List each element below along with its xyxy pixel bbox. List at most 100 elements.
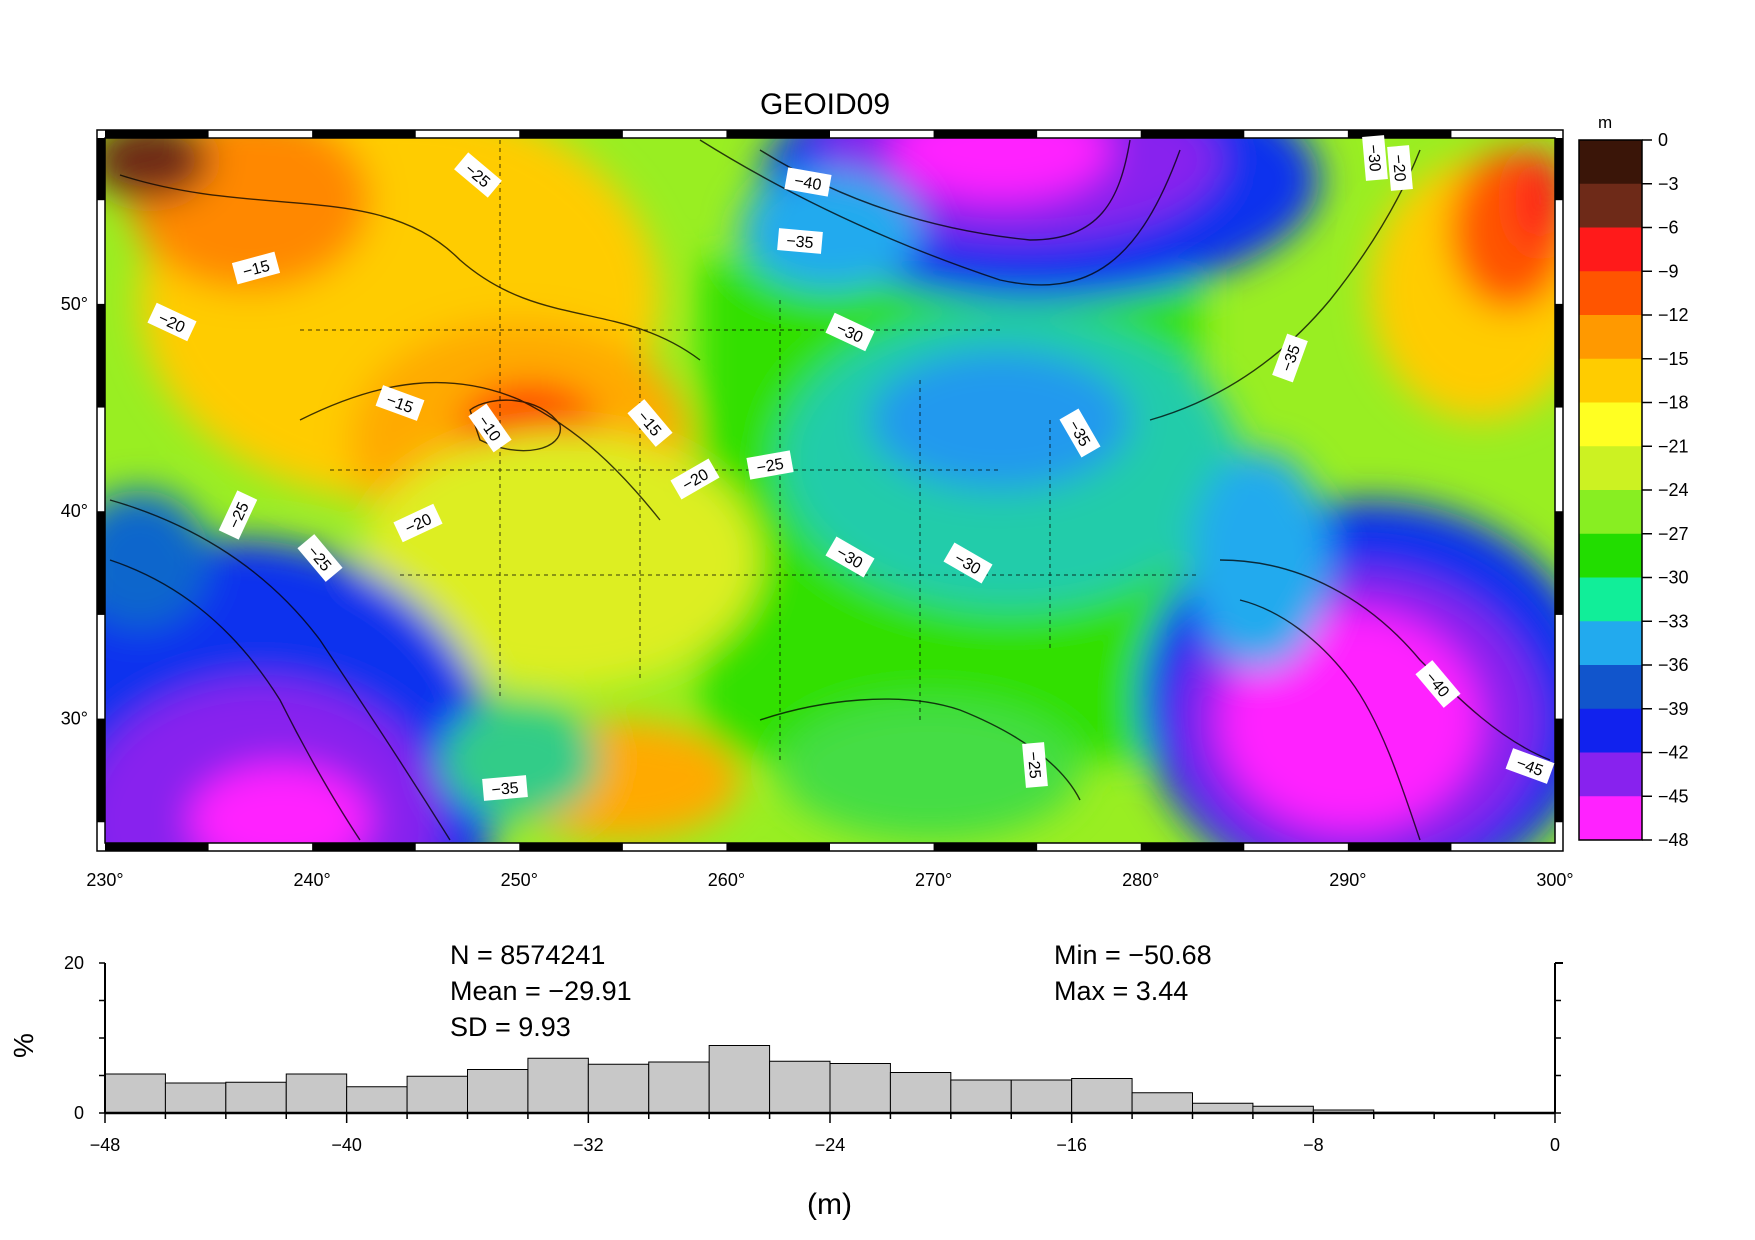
map-border-block [97,511,105,615]
histogram-bar [1010,1079,1073,1114]
stat-min: Min = −50.68 [1054,940,1212,970]
histogram-x-label: (m) [807,1188,852,1221]
histogram-y-tick-label: 20 [64,953,84,973]
map-border-block [933,843,1038,851]
map-border-block [105,130,209,138]
contour-label: −40 [784,167,832,197]
histogram-x-tick-label: −16 [1056,1135,1087,1155]
colorbar-swatch [1579,577,1642,622]
map-lat-tick-label: 40° [61,501,88,521]
colorbar-tick-label: −27 [1658,524,1689,544]
map-lon-tick-label: 270° [915,870,952,890]
map-border-block [1140,130,1245,138]
histogram-bar [950,1079,1012,1114]
colorbar-tick-label: −42 [1658,743,1689,763]
colorbar-tick-label: −48 [1658,830,1689,850]
map-border-block [97,303,105,408]
colorbar-tick-label: −36 [1658,655,1689,675]
stat-n: N = 8574241 [450,940,606,970]
histogram: −48 −40 −32 −24 −16 −8 0 0 20 [64,953,1563,1155]
map-border-block [1555,718,1563,823]
histogram-bar [889,1072,952,1114]
colorbar-tick-label: −3 [1658,174,1679,194]
map-lon-tick-label: 260° [708,870,745,890]
colorbar-tick-label: −15 [1658,349,1689,369]
colorbar-tick-label: −9 [1658,261,1679,281]
colorbar-tick-label: 0 [1658,130,1668,150]
colorbar-swatch [1579,665,1642,710]
colorbar-tick-label: −18 [1658,393,1689,413]
stat-max: Max = 3.44 [1054,976,1189,1006]
histogram-x-tick-label: −32 [573,1135,604,1155]
colorbar-tick-label: −12 [1658,305,1689,325]
svg-text:−35: −35 [786,233,815,252]
colorbar-swatch [1579,752,1642,797]
map-axis-labels: 230° 240° 250° 260° 270° 280° 290° 300° 30° 40° 50… [61,294,1574,890]
svg-text:−25: −25 [755,456,785,477]
colorbar-tick-label: −33 [1658,611,1689,631]
svg-text:−30: −30 [1364,144,1383,173]
histogram-bar [829,1063,891,1114]
histogram-y-label: % [8,1033,39,1058]
contour-label: −20 [1387,145,1413,191]
map-lon-tick-label: 290° [1329,870,1366,890]
map-border-block [1555,303,1563,408]
colorbar-swatch [1579,271,1642,316]
svg-text:−15: −15 [241,258,272,281]
histogram-bar [708,1045,771,1114]
colorbar-swatch [1579,402,1642,447]
geoid-map: 230° 240° 250° 260° 270° 280° 290° 300° 30° 40° 50… [61,129,1574,890]
colorbar-swatch [1579,796,1642,841]
histogram-bar [527,1057,589,1114]
histogram-bar [406,1075,469,1114]
map-lon-tick-label: 230° [86,870,123,890]
colorbar-tick-label: −30 [1658,568,1689,588]
histogram-bar [225,1081,287,1114]
histogram-x-tick-label: 0 [1550,1135,1560,1155]
map-border-block [97,138,105,201]
histogram-bar [1192,1102,1254,1114]
map-lon-tick-label: 280° [1122,870,1159,890]
histogram-x-tick-label: −24 [815,1135,846,1155]
svg-text:−20: −20 [1389,154,1408,183]
stat-sd: SD = 9.93 [450,1012,571,1042]
histogram-bar [648,1061,710,1114]
colorbar-swatch [1579,490,1642,535]
histogram-x-tick-label: −48 [90,1135,121,1155]
map-border-block [726,843,830,851]
colorbar-tick-label: −6 [1658,218,1679,238]
colorbar-swatch [1579,621,1642,666]
map-lon-tick-label: 240° [294,870,331,890]
colorbar-tick-label: −45 [1658,786,1689,806]
colorbar-tick-label: −21 [1658,436,1689,456]
map-border-block [312,130,416,138]
map-border-block [726,130,830,138]
map-border-block [1347,843,1452,851]
stat-mean: Mean = −29.91 [450,976,632,1006]
map-title: GEOID09 [760,88,891,121]
colorbar-swatch [1579,183,1642,228]
histogram-y-tick-label: 0 [74,1103,84,1123]
contour-label: −25 [746,450,794,480]
colorbar-swatch [1579,315,1642,360]
map-border-block [933,130,1038,138]
colorbar-unit: m [1598,113,1612,132]
colorbar-swatch [1579,446,1642,491]
colorbar-swatch [1579,227,1642,272]
histogram-bar [104,1073,166,1114]
map-lon-tick-label: 250° [501,870,538,890]
histogram-bar [467,1069,529,1114]
colorbar: 0 −3 −6 −9 −12 −15 −18 −21 −24 −27 −30 −33 −36 −39 −42… [1578,113,1689,850]
map-lon-tick-label: 300° [1536,870,1573,890]
map-border-block [519,130,623,138]
contour-label: −25 [1022,742,1048,788]
map-border-block [1347,130,1452,138]
histogram-x-tick-label: −8 [1303,1135,1324,1155]
map-lat-tick-label: 30° [61,709,88,729]
histogram-bar [346,1086,408,1114]
map-border-ticks [97,130,1563,851]
colorbar-tick-label: −39 [1658,699,1689,719]
map-border-block [1555,511,1563,615]
colorbar-swatch [1579,358,1642,403]
